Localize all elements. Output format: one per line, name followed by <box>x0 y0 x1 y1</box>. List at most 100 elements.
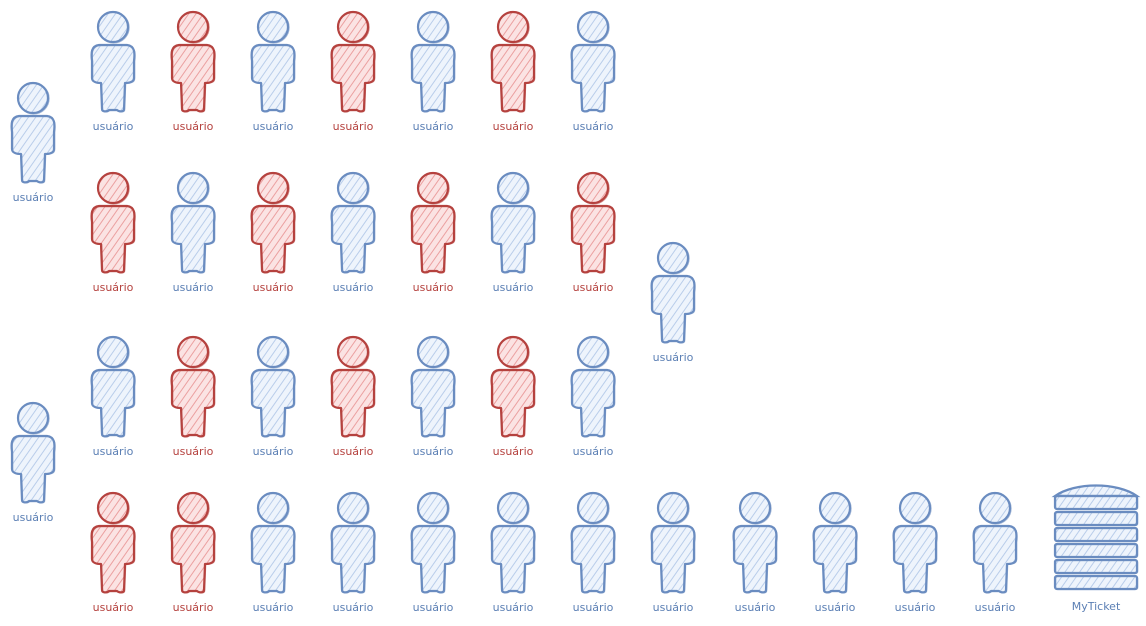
user-label: usuário <box>493 601 534 614</box>
person-icon <box>490 171 536 274</box>
user-blue-r4-c9: usuário <box>732 491 778 614</box>
person-icon <box>570 10 616 113</box>
user-blue-r4-c10: usuário <box>812 491 858 614</box>
people-group: usuário usuário usuário usuário usuário usuár… <box>10 10 1018 614</box>
person-icon <box>330 10 376 113</box>
user-red-r2-c3: usuário <box>250 171 296 294</box>
user-label: usuário <box>493 120 534 133</box>
person-icon <box>812 491 858 594</box>
person-icon <box>570 335 616 438</box>
person-icon <box>650 241 696 344</box>
person-icon <box>410 335 456 438</box>
user-label: usuário <box>173 281 214 294</box>
user-blue-r3-c5: usuário <box>410 335 456 458</box>
user-red-r3-c2: usuário <box>170 335 216 458</box>
user-red-r2-c1: usuário <box>90 171 136 294</box>
user-label: usuário <box>333 601 374 614</box>
user-label: usuário <box>253 601 294 614</box>
person-icon <box>570 491 616 594</box>
user-red-r3-c4: usuário <box>330 335 376 458</box>
user-label: usuário <box>895 601 936 614</box>
user-label: usuário <box>333 445 374 458</box>
user-blue-r3-c3: usuário <box>250 335 296 458</box>
person-icon <box>490 335 536 438</box>
user-label: usuário <box>413 601 454 614</box>
server-label: MyTicket <box>1072 600 1121 613</box>
user-blue-r3-c1: usuário <box>90 335 136 458</box>
user-blue-r2-c4: usuário <box>330 171 376 294</box>
user-red-r2-c7: usuário <box>570 171 616 294</box>
user-label: usuário <box>573 445 614 458</box>
person-icon <box>570 171 616 274</box>
user-label: usuário <box>573 601 614 614</box>
user-blue-r2-c2: usuário <box>170 171 216 294</box>
user-red-r1-c2: usuário <box>170 10 216 133</box>
user-red-r2-c5: usuário <box>410 171 456 294</box>
person-icon <box>170 10 216 113</box>
user-label: usuário <box>653 601 694 614</box>
user-label: usuário <box>173 120 214 133</box>
user-label: usuário <box>333 281 374 294</box>
person-icon <box>732 491 778 594</box>
user-label: usuário <box>93 445 134 458</box>
person-icon <box>10 401 56 504</box>
user-blue-r2-c6: usuário <box>490 171 536 294</box>
user-red-r1-c4: usuário <box>330 10 376 133</box>
user-blue-r4-c8: usuário <box>650 491 696 614</box>
person-icon <box>330 171 376 274</box>
standalone-user-3: usuário <box>650 241 696 364</box>
user-label: usuário <box>413 281 454 294</box>
user-blue-r4-c11: usuário <box>892 491 938 614</box>
user-red-r4-c1: usuário <box>90 491 136 614</box>
user-label: usuário <box>13 511 54 524</box>
user-blue-r1-c7: usuário <box>570 10 616 133</box>
person-icon <box>410 10 456 113</box>
person-icon <box>330 491 376 594</box>
user-label: usuário <box>573 120 614 133</box>
person-icon <box>170 335 216 438</box>
person-icon <box>90 491 136 594</box>
person-icon <box>250 10 296 113</box>
user-label: usuário <box>573 281 614 294</box>
user-label: usuário <box>413 120 454 133</box>
user-red-r4-c2: usuário <box>170 491 216 614</box>
user-label: usuário <box>253 281 294 294</box>
user-blue-r4-c12: usuário <box>972 491 1018 614</box>
user-blue-r3-c7: usuário <box>570 335 616 458</box>
person-icon <box>650 491 696 594</box>
standalone-user-2: usuário <box>10 401 56 524</box>
user-label: usuário <box>253 120 294 133</box>
person-icon <box>490 10 536 113</box>
user-blue-r1-c3: usuário <box>250 10 296 133</box>
user-blue-r1-c1: usuário <box>90 10 136 133</box>
person-icon <box>410 171 456 274</box>
user-label: usuário <box>975 601 1016 614</box>
standalone-user-1: usuário <box>10 81 56 204</box>
person-icon <box>90 335 136 438</box>
person-icon <box>250 171 296 274</box>
user-label: usuário <box>653 351 694 364</box>
user-label: usuário <box>493 445 534 458</box>
user-label: usuário <box>93 120 134 133</box>
user-blue-r4-c5: usuário <box>410 491 456 614</box>
user-label: usuário <box>173 445 214 458</box>
person-icon <box>90 171 136 274</box>
user-label: usuário <box>253 445 294 458</box>
user-label: usuário <box>93 281 134 294</box>
myticket-server: MyTicket <box>1051 484 1141 613</box>
person-icon <box>972 491 1018 594</box>
person-icon <box>250 491 296 594</box>
user-red-r1-c6: usuário <box>490 10 536 133</box>
user-label: usuário <box>93 601 134 614</box>
user-blue-r4-c7: usuário <box>570 491 616 614</box>
person-icon <box>250 335 296 438</box>
user-blue-r4-c4: usuário <box>330 491 376 614</box>
user-label: usuário <box>493 281 534 294</box>
user-blue-r1-c5: usuário <box>410 10 456 133</box>
server-stack-icon <box>1051 484 1141 591</box>
person-icon <box>170 171 216 274</box>
user-blue-r4-c3: usuário <box>250 491 296 614</box>
user-label: usuário <box>333 120 374 133</box>
user-label: usuário <box>173 601 214 614</box>
